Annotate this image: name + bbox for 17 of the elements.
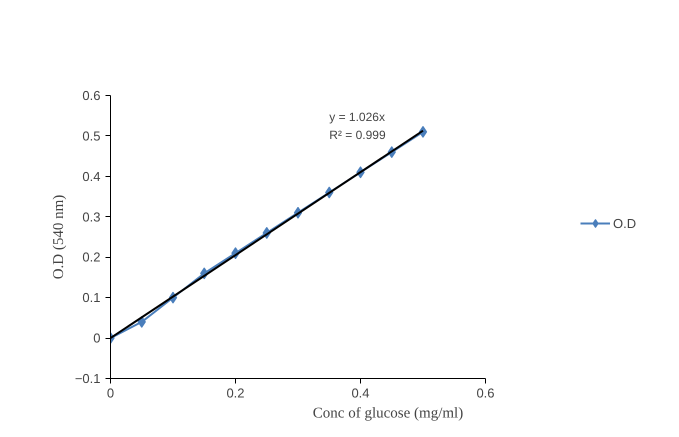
x-tick-label: 0.4 <box>351 386 370 400</box>
legend-label: O.D <box>613 216 636 230</box>
x-tick-label: 0 <box>106 386 114 400</box>
y-tick-label: 0.3 <box>82 209 101 224</box>
y-tick-label: 0.2 <box>82 250 101 265</box>
x-tick-label: 0.2 <box>226 386 245 400</box>
y-tick-label: 0.5 <box>82 128 101 144</box>
annotation: y = 1.026x <box>329 110 385 124</box>
x-tick-label: 0.6 <box>476 386 495 400</box>
y-tick-label: 0.4 <box>82 168 101 184</box>
y-tick-label: 0 <box>93 330 101 346</box>
y-tick-label: 0.1 <box>82 290 101 306</box>
y-axis-title: O.D (540 nm) <box>50 194 67 280</box>
annotation: R² = 0.999 <box>329 128 386 142</box>
x-axis-title: Conc of glucose (mg/ml) <box>312 406 464 422</box>
y-tick-label: −0.1 <box>74 371 101 386</box>
y-tick-label: 0.6 <box>82 88 101 103</box>
